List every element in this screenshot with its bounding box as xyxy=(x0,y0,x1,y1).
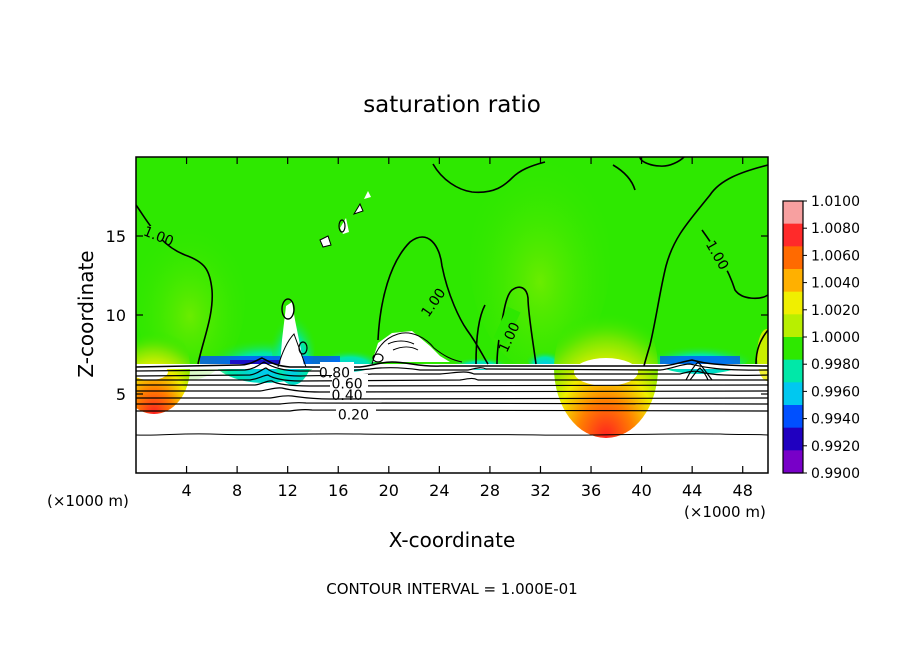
colorbar: 1.0100 1.0080 1.0060 1.0040 1.0020 1.0000 0.99… xyxy=(782,194,860,482)
contour-label-backgrounds xyxy=(142,226,732,419)
contour-label: 0.40 xyxy=(332,388,363,404)
contour-label: 0.80 xyxy=(319,366,350,382)
colorbar-label: 1.0000 xyxy=(811,330,860,346)
colorbar-swatch xyxy=(783,382,803,406)
x-tick-label: 8 xyxy=(232,481,242,500)
colorbar-swatch xyxy=(783,223,803,247)
x-tick-label: 4 xyxy=(181,481,191,500)
cloud-region xyxy=(372,331,450,362)
x-tick-label: 28 xyxy=(480,481,500,500)
colorbar-label: 1.0100 xyxy=(811,194,860,210)
colorbar-label: 1.0060 xyxy=(811,248,860,264)
x-tick-label: 20 xyxy=(379,481,399,500)
x-axis-label: X-coordinate xyxy=(389,528,516,552)
plot-area: 1.001.001.001.000.800.600.400.20 xyxy=(136,157,768,473)
colorbar-swatch xyxy=(783,291,803,315)
chart-title: saturation ratio xyxy=(363,92,541,118)
colorbar-swatch xyxy=(783,269,803,293)
field-band xyxy=(660,356,740,364)
cloud-patch xyxy=(364,191,371,199)
x-tick-label: 16 xyxy=(328,481,348,500)
colorbar-label: 1.0080 xyxy=(811,221,860,237)
contours-cloud xyxy=(277,202,463,368)
colorbar-swatch xyxy=(783,450,803,474)
y-axis: 5 10 15 xyxy=(106,227,768,404)
x-tick-label: 32 xyxy=(530,481,550,500)
field-band xyxy=(230,360,290,365)
plume xyxy=(757,329,768,381)
colorbar-label: 0.9900 xyxy=(811,466,860,482)
y-tick-label: 15 xyxy=(106,227,126,246)
colorbar-swatch xyxy=(783,314,803,338)
colorbar-label: 1.0040 xyxy=(811,276,860,292)
contour-interval: CONTOUR INTERVAL = 1.000E-01 xyxy=(326,580,577,598)
colorbar-swatch xyxy=(783,427,803,451)
y-tick-label: 5 xyxy=(116,385,126,404)
colorbar-label: 0.9960 xyxy=(811,384,860,400)
colorbar-label: 1.0020 xyxy=(811,303,860,319)
plume-core xyxy=(574,358,638,386)
colorbar-swatch xyxy=(783,246,803,270)
x-unit-left: (×1000 m) xyxy=(47,492,129,510)
x-tick-label: 24 xyxy=(429,481,449,500)
colorbar-swatch xyxy=(783,201,803,225)
x-tick-label: 48 xyxy=(733,481,753,500)
lower-layer xyxy=(136,368,768,473)
x-axis: 4 8 12 16 20 24 28 32 36 40 44 48 xyxy=(181,157,753,500)
colorbar-label: 0.9920 xyxy=(811,439,860,455)
x-tick-label: 12 xyxy=(278,481,298,500)
x-tick-label: 44 xyxy=(682,481,702,500)
contours-layer xyxy=(136,357,768,436)
colorbar-label: 0.9940 xyxy=(811,412,860,428)
y-tick-label: 10 xyxy=(106,306,126,325)
y-axis-label: Z-coordinate xyxy=(74,250,98,377)
colorbar-swatch xyxy=(783,405,803,429)
contour-label: 0.20 xyxy=(338,408,369,424)
x-unit-right: (×1000 m) xyxy=(684,503,766,521)
colorbar-swatch xyxy=(783,359,803,383)
x-tick-label: 40 xyxy=(631,481,651,500)
colorbar-swatch xyxy=(783,337,803,361)
colorbar-label: 0.9980 xyxy=(811,357,860,373)
x-tick-label: 36 xyxy=(581,481,601,500)
contour-label: 0.60 xyxy=(332,377,363,393)
